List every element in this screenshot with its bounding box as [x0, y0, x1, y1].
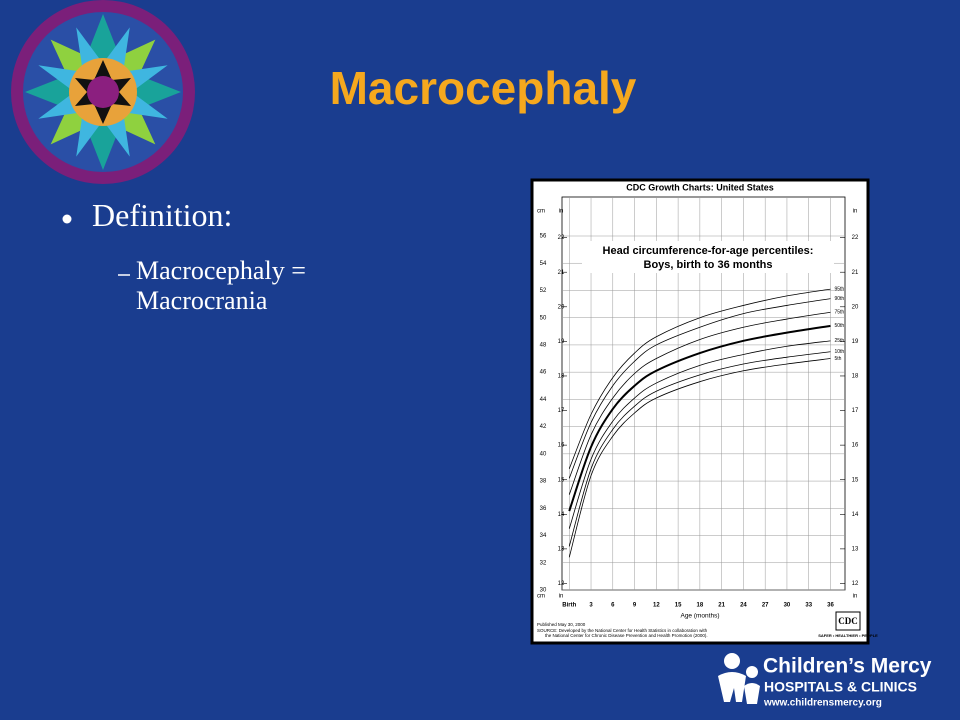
x-tick-label: 36: [827, 603, 834, 609]
x-tick-label: 18: [697, 603, 704, 609]
y2-tick-label-right: 18: [852, 374, 859, 380]
y-tick-label: 42: [540, 424, 547, 430]
x-tick-label: 33: [805, 603, 812, 609]
y-tick-label: 50: [540, 315, 547, 321]
y-tick-label: 38: [540, 479, 547, 485]
bullet: [62, 214, 72, 224]
percentile-label: 75th: [834, 310, 844, 316]
y-tick-label: 44: [540, 397, 547, 403]
bullet-text: Definition:: [92, 197, 233, 233]
mandala: [11, 0, 195, 184]
y2-tick-label: 14: [558, 512, 565, 518]
y-tick-label: 32: [540, 560, 547, 566]
x-tick-label: 24: [740, 603, 747, 609]
percentile-curve: [568, 358, 831, 558]
chart-header: CDC Growth Charts: United States: [626, 182, 774, 192]
percentile-curve: [568, 311, 831, 495]
x-axis-label: Age (months): [680, 613, 719, 620]
y2-tick-label: 16: [558, 443, 565, 449]
logo-icon: [718, 653, 760, 704]
axis-unit: in: [559, 209, 564, 215]
percentile-label: 95th: [834, 286, 844, 292]
percentile-label: 10th: [834, 349, 844, 355]
y2-tick-label: 20: [558, 304, 565, 310]
title-box: [582, 241, 834, 273]
growth-chart: CDC Growth Charts: United States30323436…: [537, 182, 878, 638]
percentile-label: 25th: [834, 338, 844, 344]
percentile-curve: [568, 298, 831, 479]
axis-unit: in: [853, 209, 858, 215]
slide-title: Macrocephaly: [330, 62, 637, 114]
axis-unit: in: [853, 594, 858, 600]
y-tick-label: 30: [540, 588, 547, 594]
y2-tick-label-right: 14: [852, 512, 859, 518]
percentile-curve: [568, 351, 831, 547]
motto: SAFER • HEALTHIER • PEOPLE: [818, 633, 878, 638]
source: SOURCE: Developed by the National Center…: [537, 628, 708, 633]
percentile-curve: [568, 288, 831, 469]
y2-tick-label: 15: [558, 477, 565, 483]
x-tick-label: Birth: [562, 603, 576, 609]
y-tick-label: 40: [540, 451, 547, 457]
y2-tick-label-right: 15: [852, 477, 859, 483]
y2-tick-label-right: 13: [852, 546, 859, 552]
x-tick-label: 12: [653, 603, 660, 609]
y2-tick-label-right: 21: [852, 270, 859, 276]
sub-bullet-text: Macrocephaly = Macrocrania: [136, 256, 306, 315]
x-tick-label: 9: [633, 603, 637, 609]
chart-subtitle: Boys, birth to 36 months: [644, 259, 773, 271]
y2-tick-label: 22: [558, 235, 565, 241]
logo-line2: HOSPITALS & CLINICS: [764, 679, 917, 695]
percentile-label: 50th: [834, 323, 844, 329]
y-tick-label: 56: [540, 234, 547, 240]
x-tick-label: 27: [762, 603, 769, 609]
chart-title: Head circumference-for-age percentiles:: [603, 245, 814, 257]
percentile-label: 5th: [834, 356, 841, 362]
percentile-curve: [568, 340, 831, 529]
logo-name: Children’s Mercy: [763, 655, 932, 678]
y2-tick-label-right: 17: [852, 408, 859, 414]
y-tick-label: 34: [540, 533, 547, 539]
y2-tick-label-right: 16: [852, 443, 859, 449]
percentile-curve: [568, 324, 831, 512]
y-tick-label: 48: [540, 343, 547, 349]
y2-tick-label: 18: [558, 374, 565, 380]
y2-tick-label-right: 20: [852, 304, 859, 310]
y2-tick-label: 13: [558, 546, 565, 552]
axis-unit: cm: [537, 209, 545, 215]
x-tick-label: 15: [675, 603, 682, 609]
y-tick-label: 36: [540, 506, 547, 512]
logo-url: www.childrensmercy.org: [763, 698, 882, 709]
published: Published May 30, 2000: [537, 622, 586, 627]
axis-unit: in: [559, 594, 564, 600]
percentile-label: 90th: [834, 296, 844, 302]
y2-tick-label-right: 19: [852, 339, 859, 345]
y2-tick-label: 21: [558, 270, 565, 276]
y-tick-label: 46: [540, 370, 547, 376]
y2-tick-label: 19: [558, 339, 565, 345]
x-tick-label: 30: [784, 603, 791, 609]
y2-tick-label-right: 12: [852, 581, 859, 587]
y2-tick-label: 12: [558, 581, 565, 587]
y-tick-label: 52: [540, 288, 547, 294]
source: the National Center for Chronic Disease …: [545, 633, 708, 638]
agency-box: [835, 611, 861, 631]
axis-unit: cm: [537, 594, 545, 600]
y-tick-label: 54: [540, 261, 547, 267]
agency: CDC: [838, 616, 858, 626]
y2-tick-label-right: 22: [852, 235, 859, 241]
x-tick-label: 21: [718, 603, 725, 609]
x-tick-label: 3: [589, 603, 593, 609]
y2-tick-label: 17: [558, 408, 565, 414]
x-tick-label: 6: [611, 603, 615, 609]
